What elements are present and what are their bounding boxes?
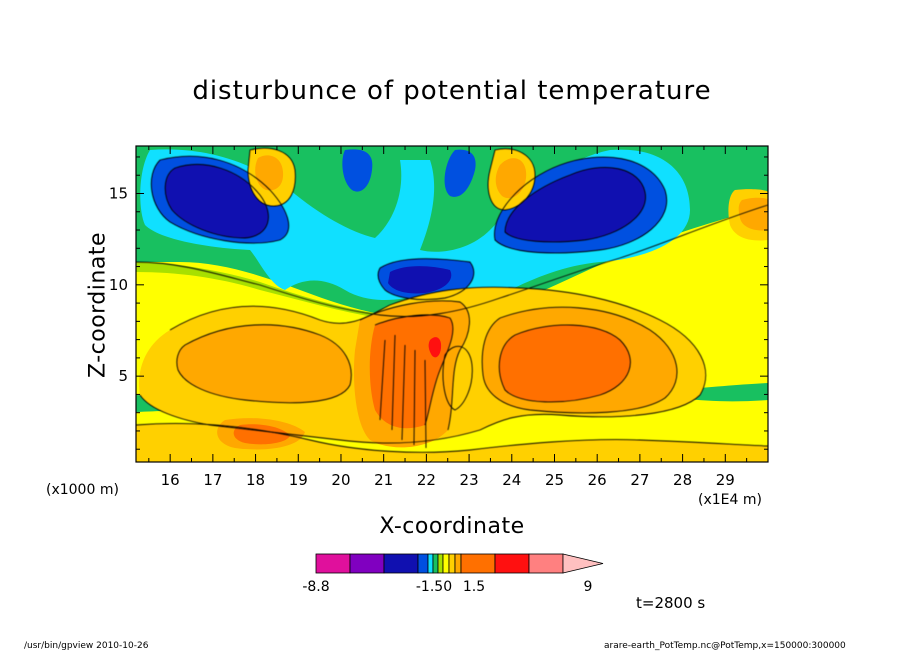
y-tick-label: 10 [109, 276, 128, 294]
y-tick-label: 5 [118, 367, 128, 385]
y-axis-label: Z-coordinate [85, 232, 111, 378]
right-edge-orange [738, 197, 768, 231]
colorbar-segment [383, 553, 419, 574]
footer-command: /usr/bin/gpview 2010-10-26 [24, 641, 149, 651]
contour-field [136, 146, 768, 462]
x-scale-label: (x1E4 m) [698, 492, 762, 508]
x-tick-label: 28 [673, 471, 692, 489]
x-tick-label: 19 [289, 471, 308, 489]
right-darkblue-core [505, 167, 646, 242]
colorbar: -8.8 -1.50 1.5 9 [302, 553, 604, 595]
time-label: t=2800 s [636, 594, 706, 612]
x-tick-label: 18 [246, 471, 265, 489]
colorbar-segment [437, 553, 444, 574]
colorbar-segment [349, 553, 385, 574]
x-axis-label: X-coordinate [379, 514, 525, 539]
x-tick-label: 22 [417, 471, 436, 489]
x-tick-label: 21 [374, 471, 393, 489]
colorbar-segment [454, 553, 462, 574]
x-tick-label: 16 [161, 471, 180, 489]
chart-title: disturbunce of potential temperature [192, 76, 712, 106]
left-darkblue-core [165, 164, 269, 238]
upper-center-blue [342, 149, 373, 192]
upper-yellowgreen-band [136, 262, 380, 318]
contour-lines [136, 147, 768, 453]
x-tick-label: 25 [545, 471, 564, 489]
colorbar-label: -1.50 [416, 579, 452, 595]
x-tick-label: 24 [502, 471, 521, 489]
left-orange-region [176, 324, 352, 403]
x-tick-label: 17 [203, 471, 222, 489]
plot-frame [135, 145, 769, 463]
y-tick-label: 15 [109, 184, 128, 202]
colorbar-segment [432, 553, 439, 574]
x-tick-label: 27 [630, 471, 649, 489]
x-tick-label: 26 [588, 471, 607, 489]
x-tick-label: 23 [460, 471, 479, 489]
colorbar-segment [417, 553, 429, 574]
colorbar-segment [460, 553, 496, 574]
colorbar-segment [494, 553, 530, 574]
right-darkorange-core [499, 324, 631, 402]
bottom-goldenrod-band [136, 423, 768, 462]
colorbar-segment [442, 553, 450, 574]
upper-center-blue-2 [444, 149, 476, 197]
colorbar-label: -8.8 [302, 579, 329, 595]
central-red-core [428, 337, 442, 358]
right-green-lobe [680, 383, 768, 402]
colorbar-arrow [562, 553, 604, 574]
x-tick-label: 29 [716, 471, 735, 489]
x-tick-label: 20 [331, 471, 350, 489]
colorbar-label: 1.5 [463, 579, 485, 595]
footer-dataset: arare-earth_PotTemp.nc@PotTemp,x=150000:… [604, 641, 846, 651]
x-axis-ticks: 16 17 18 19 20 21 22 23 24 25 26 27 28 29 [148, 146, 748, 489]
center-darkblue-core [388, 266, 452, 294]
upper-orange-patch-left [255, 155, 284, 191]
y-axis-ticks: 5 10 15 [109, 156, 768, 450]
x-unit-label: (x1000 m) [46, 482, 119, 498]
colorbar-segment [427, 553, 434, 574]
colorbar-segment [315, 553, 351, 574]
colorbar-segment [448, 553, 456, 574]
upper-orange-patch-right [495, 158, 527, 199]
colorbar-segment [528, 553, 564, 574]
colorbar-label: 9 [584, 579, 593, 595]
